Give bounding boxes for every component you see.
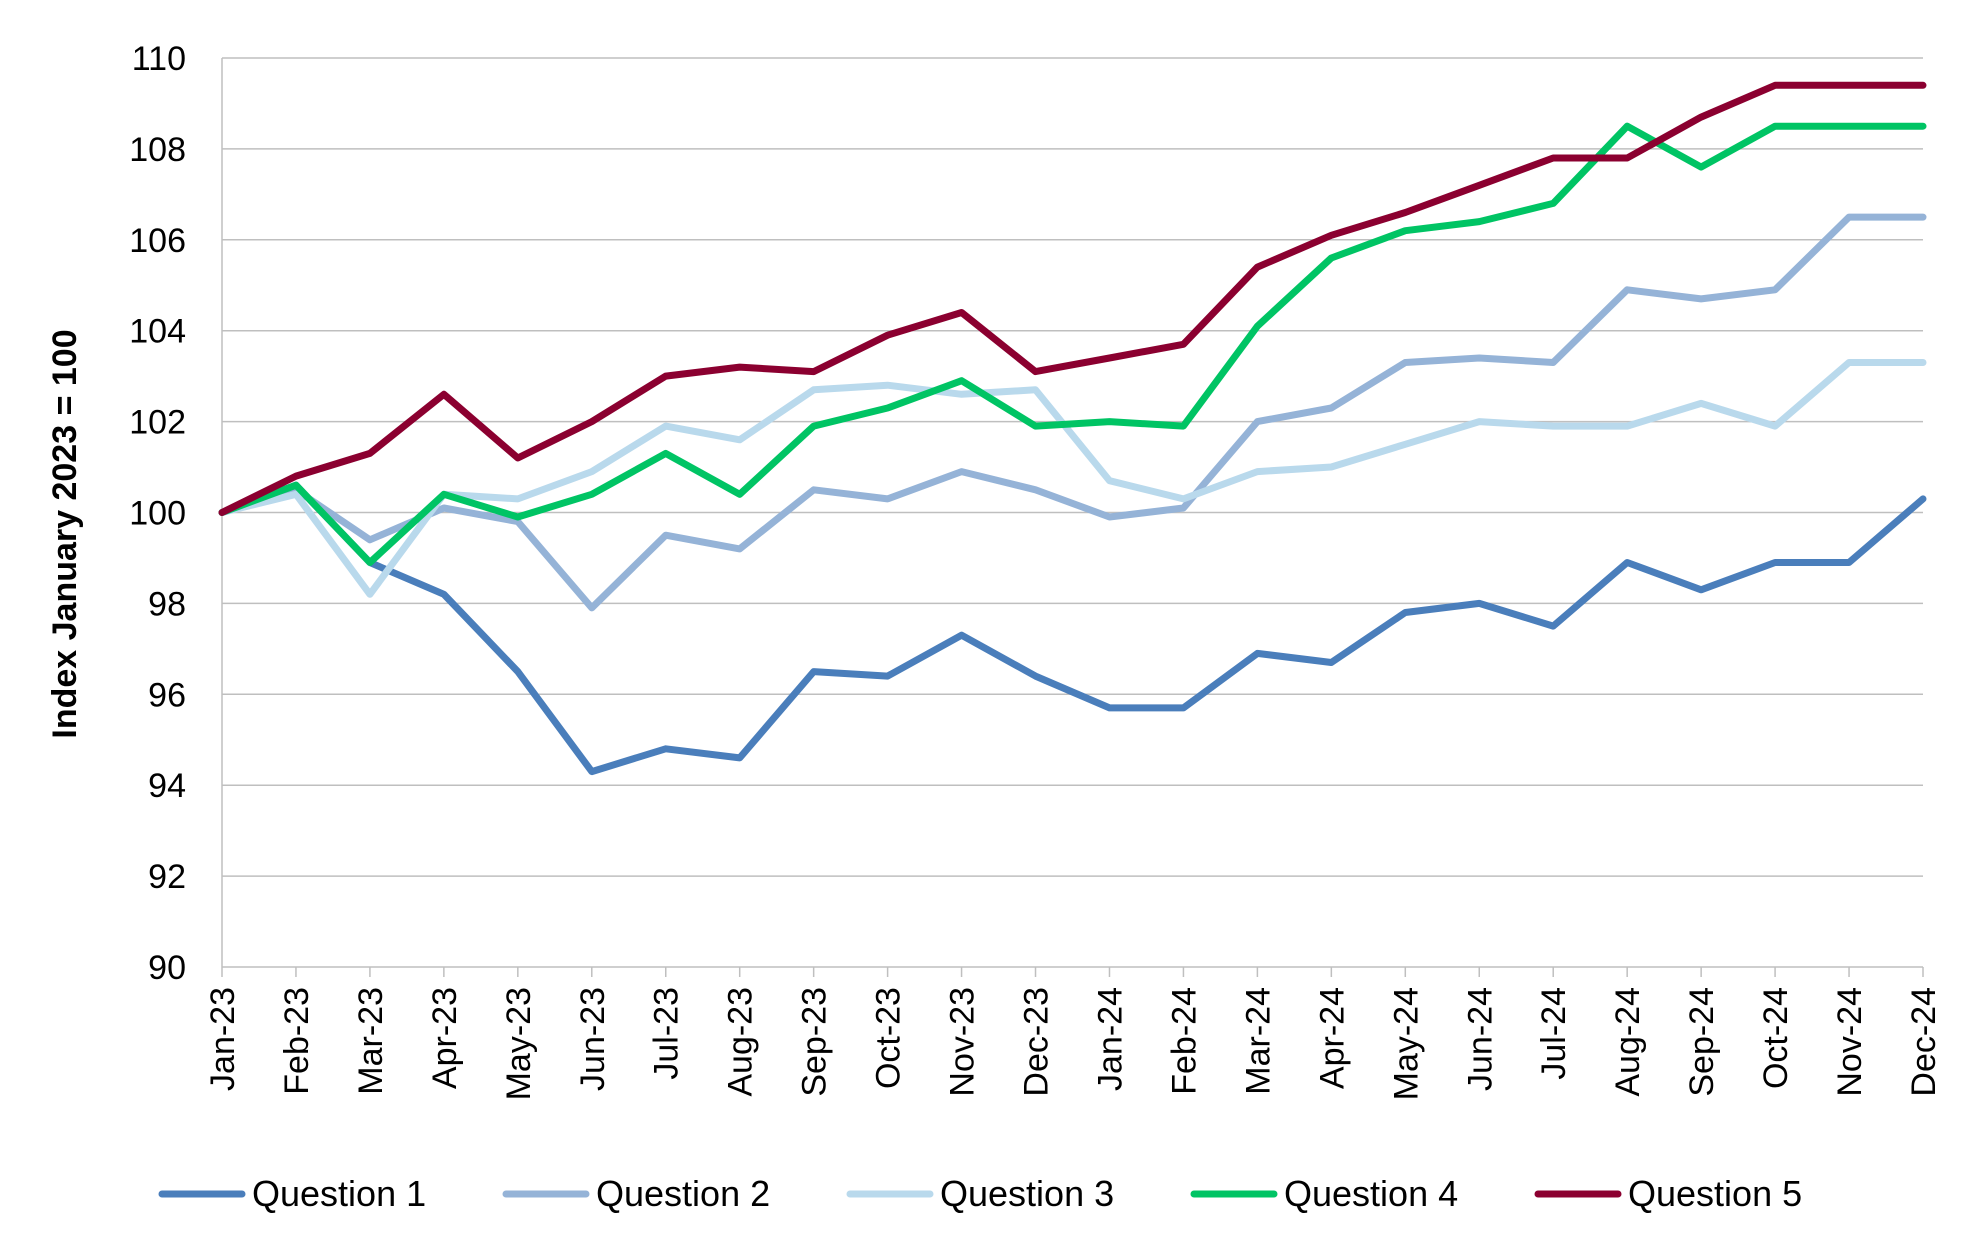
legend-label-question-1: Question 1 (252, 1173, 426, 1214)
legend-label-question-2: Question 2 (596, 1173, 770, 1214)
x-tick-label: Oct-23 (870, 987, 908, 1089)
y-tick-label: 102 (129, 404, 186, 442)
x-tick-label: Sep-24 (1683, 987, 1721, 1097)
y-tick-label: 96 (148, 676, 186, 714)
x-tick-label: Jun-23 (574, 987, 612, 1091)
series-line-question-2 (218, 213, 1927, 612)
y-tick-label: 106 (129, 222, 186, 260)
x-tick-label: Jan-23 (204, 987, 242, 1091)
x-tick-label: Jul-23 (648, 987, 686, 1080)
legend-label-question-5: Question 5 (1628, 1173, 1802, 1214)
x-tick-label: Oct-24 (1757, 987, 1795, 1089)
y-tick-label: 104 (129, 313, 186, 351)
y-tick-label: 110 (132, 40, 186, 78)
x-tick-labels: Jan-23 Feb-23 Mar-23 Apr-23 May-23 Jun-23 Jul-… (204, 987, 1943, 1100)
series-line-question-1 (218, 481, 1927, 776)
x-tick-label: May-23 (500, 987, 538, 1100)
x-tick-label: May-24 (1387, 987, 1425, 1100)
x-tick-label: Feb-24 (1165, 987, 1203, 1095)
y-tick-label: 98 (148, 585, 186, 623)
x-tick-label: Nov-23 (944, 987, 982, 1097)
y-axis-title: Index January 2023 = 100 (46, 329, 84, 738)
series-line-question-5 (218, 81, 1927, 516)
x-tick-label: Apr-23 (426, 987, 464, 1089)
x-tick-label: Jul-24 (1535, 987, 1573, 1080)
x-tick-label: Feb-23 (278, 987, 316, 1095)
y-tick-label: 90 (148, 949, 186, 987)
x-tick-label: Mar-24 (1239, 987, 1277, 1095)
y-tick-labels: 90 92 94 96 98 100 102 104 106 108 110 (129, 40, 186, 987)
x-tick-label: Dec-23 (1018, 987, 1056, 1097)
x-tick-label: Dec-24 (1905, 987, 1943, 1097)
x-tick-label: Aug-23 (722, 987, 760, 1097)
legend-label-question-3: Question 3 (940, 1173, 1114, 1214)
legend-label-question-4: Question 4 (1284, 1173, 1458, 1214)
legend: Question 1 Question 2 Question 3 Question 4… (158, 1173, 1802, 1214)
series-line-question-3 (218, 359, 1927, 598)
series-lines (218, 81, 1927, 776)
y-tick-label: 100 (129, 495, 186, 533)
series-line-question-4 (218, 122, 1927, 566)
x-tick-label: Jan-24 (1091, 987, 1129, 1091)
x-tick-label: Mar-23 (352, 987, 390, 1095)
y-tick-label: 92 (148, 858, 186, 896)
x-tick-label: Nov-24 (1831, 987, 1869, 1097)
x-tick-label: Apr-24 (1313, 987, 1351, 1089)
y-tick-label: 94 (148, 767, 186, 805)
x-tick-label: Jun-24 (1461, 987, 1499, 1091)
y-tick-label: 108 (129, 131, 186, 169)
x-tick-label: Sep-23 (796, 987, 834, 1097)
x-tick-label: Aug-24 (1609, 987, 1647, 1097)
gridlines (222, 57, 1923, 877)
